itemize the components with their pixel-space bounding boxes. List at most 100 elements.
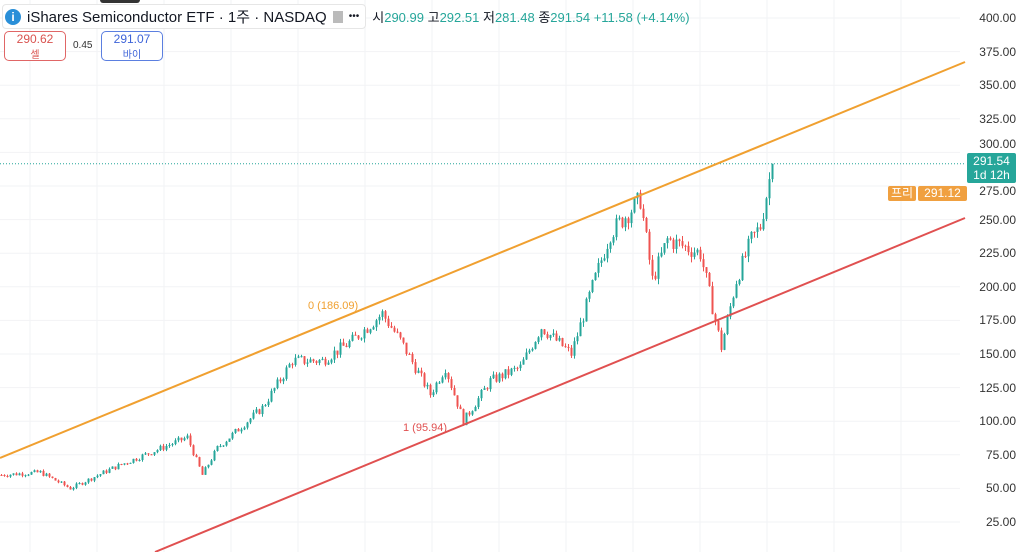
candle-body xyxy=(609,242,612,249)
candle-body xyxy=(714,314,717,321)
candle-body xyxy=(273,388,276,391)
candle-body xyxy=(129,462,132,464)
candle-body xyxy=(687,245,690,253)
candle-body xyxy=(393,327,396,332)
candle-body xyxy=(267,401,270,406)
candle-body xyxy=(75,483,78,488)
candle-body xyxy=(375,320,378,328)
candle-body xyxy=(162,445,165,450)
candle-body xyxy=(624,218,627,228)
candle-body xyxy=(225,441,228,446)
candle-body xyxy=(597,262,600,273)
candle-body xyxy=(156,450,159,453)
y-tick-label: 100.00 xyxy=(979,414,1016,429)
candle-body xyxy=(564,346,567,348)
spread: 0.45 xyxy=(73,40,93,51)
candle-body xyxy=(72,487,75,490)
candle-body xyxy=(633,198,636,213)
candle-body xyxy=(750,231,753,239)
candle-body xyxy=(720,330,723,350)
candle-body xyxy=(354,334,357,336)
candle-body xyxy=(42,470,45,476)
candle-body xyxy=(123,463,126,465)
candle-body xyxy=(450,379,453,389)
candle-body xyxy=(723,334,726,350)
candle-body xyxy=(87,478,90,483)
candle-body xyxy=(186,435,189,439)
y-tick-label: 250.00 xyxy=(979,212,1016,227)
candle-body xyxy=(387,318,390,327)
candle-body xyxy=(459,406,462,410)
candle-body xyxy=(84,482,87,485)
candle-body xyxy=(306,362,309,364)
candle-body xyxy=(771,163,774,180)
candle-body xyxy=(666,238,669,244)
candle-body xyxy=(417,370,420,373)
candle-body xyxy=(39,470,42,473)
y-tick-label: 275.00 xyxy=(979,184,1016,198)
candle-body xyxy=(198,457,201,467)
candle-body xyxy=(531,348,534,351)
candle-body xyxy=(630,212,633,224)
candle-body xyxy=(135,458,138,461)
candle-body xyxy=(300,356,303,358)
candle-body xyxy=(132,458,135,463)
flag-icon[interactable] xyxy=(332,10,343,23)
sell-button[interactable]: 290.62 셀 xyxy=(4,31,66,61)
candle-body xyxy=(525,352,528,360)
candle-body xyxy=(612,237,615,243)
candle-body xyxy=(399,332,402,338)
candle-body xyxy=(444,373,447,378)
candle-body xyxy=(708,272,711,287)
candle-body xyxy=(738,280,741,285)
candle-body xyxy=(78,483,81,485)
candle-body xyxy=(366,329,369,333)
candle-body xyxy=(540,329,543,338)
candle-body xyxy=(678,239,681,242)
candle-body xyxy=(468,412,471,415)
candle-body xyxy=(378,316,381,321)
candle-body xyxy=(213,450,216,461)
more-icon[interactable]: ••• xyxy=(348,11,360,22)
candle-body xyxy=(327,362,330,365)
candle-body xyxy=(60,481,63,483)
candle-body xyxy=(177,437,180,441)
premarket-price: 291.12 xyxy=(918,186,967,201)
candle-body xyxy=(30,472,33,475)
candle-body xyxy=(321,358,324,360)
candle-body xyxy=(219,445,222,447)
candle-body xyxy=(18,473,21,476)
candle-body xyxy=(729,306,732,317)
candle-body xyxy=(474,407,477,412)
candle-body xyxy=(63,481,66,486)
candle-body xyxy=(414,362,417,373)
candle-body xyxy=(279,379,282,382)
candle-body xyxy=(258,409,261,415)
symbol-title[interactable]: i iShares Semiconductor ETF · 1주 · NASDA… xyxy=(2,4,367,29)
candle-body xyxy=(705,267,708,273)
candle-body xyxy=(711,286,714,315)
candle-body xyxy=(126,463,129,465)
candle-body xyxy=(768,179,771,199)
candle-body xyxy=(411,354,414,363)
candle-body xyxy=(432,392,435,396)
buy-button[interactable]: 291.07 바이 xyxy=(101,31,163,61)
candle-body xyxy=(342,342,345,346)
y-tick-label: 75.00 xyxy=(985,447,1016,462)
candle-body xyxy=(312,359,315,362)
candle-body xyxy=(621,217,624,228)
candle-body xyxy=(324,358,327,365)
candle-body xyxy=(24,475,27,477)
y-tick-label: 150.00 xyxy=(979,347,1016,361)
candle-body xyxy=(732,297,735,307)
info-icon[interactable]: i xyxy=(5,8,21,25)
ohlc-values: 시290.99 고292.51 저281.48 종291.54 +11.58 (… xyxy=(372,10,690,25)
candle-body xyxy=(390,326,393,328)
candle-body xyxy=(639,192,642,209)
candle-body xyxy=(588,291,591,299)
candle-body xyxy=(759,227,762,230)
candle-body xyxy=(669,238,672,240)
candle-body xyxy=(90,478,93,481)
candle-body xyxy=(3,475,6,477)
